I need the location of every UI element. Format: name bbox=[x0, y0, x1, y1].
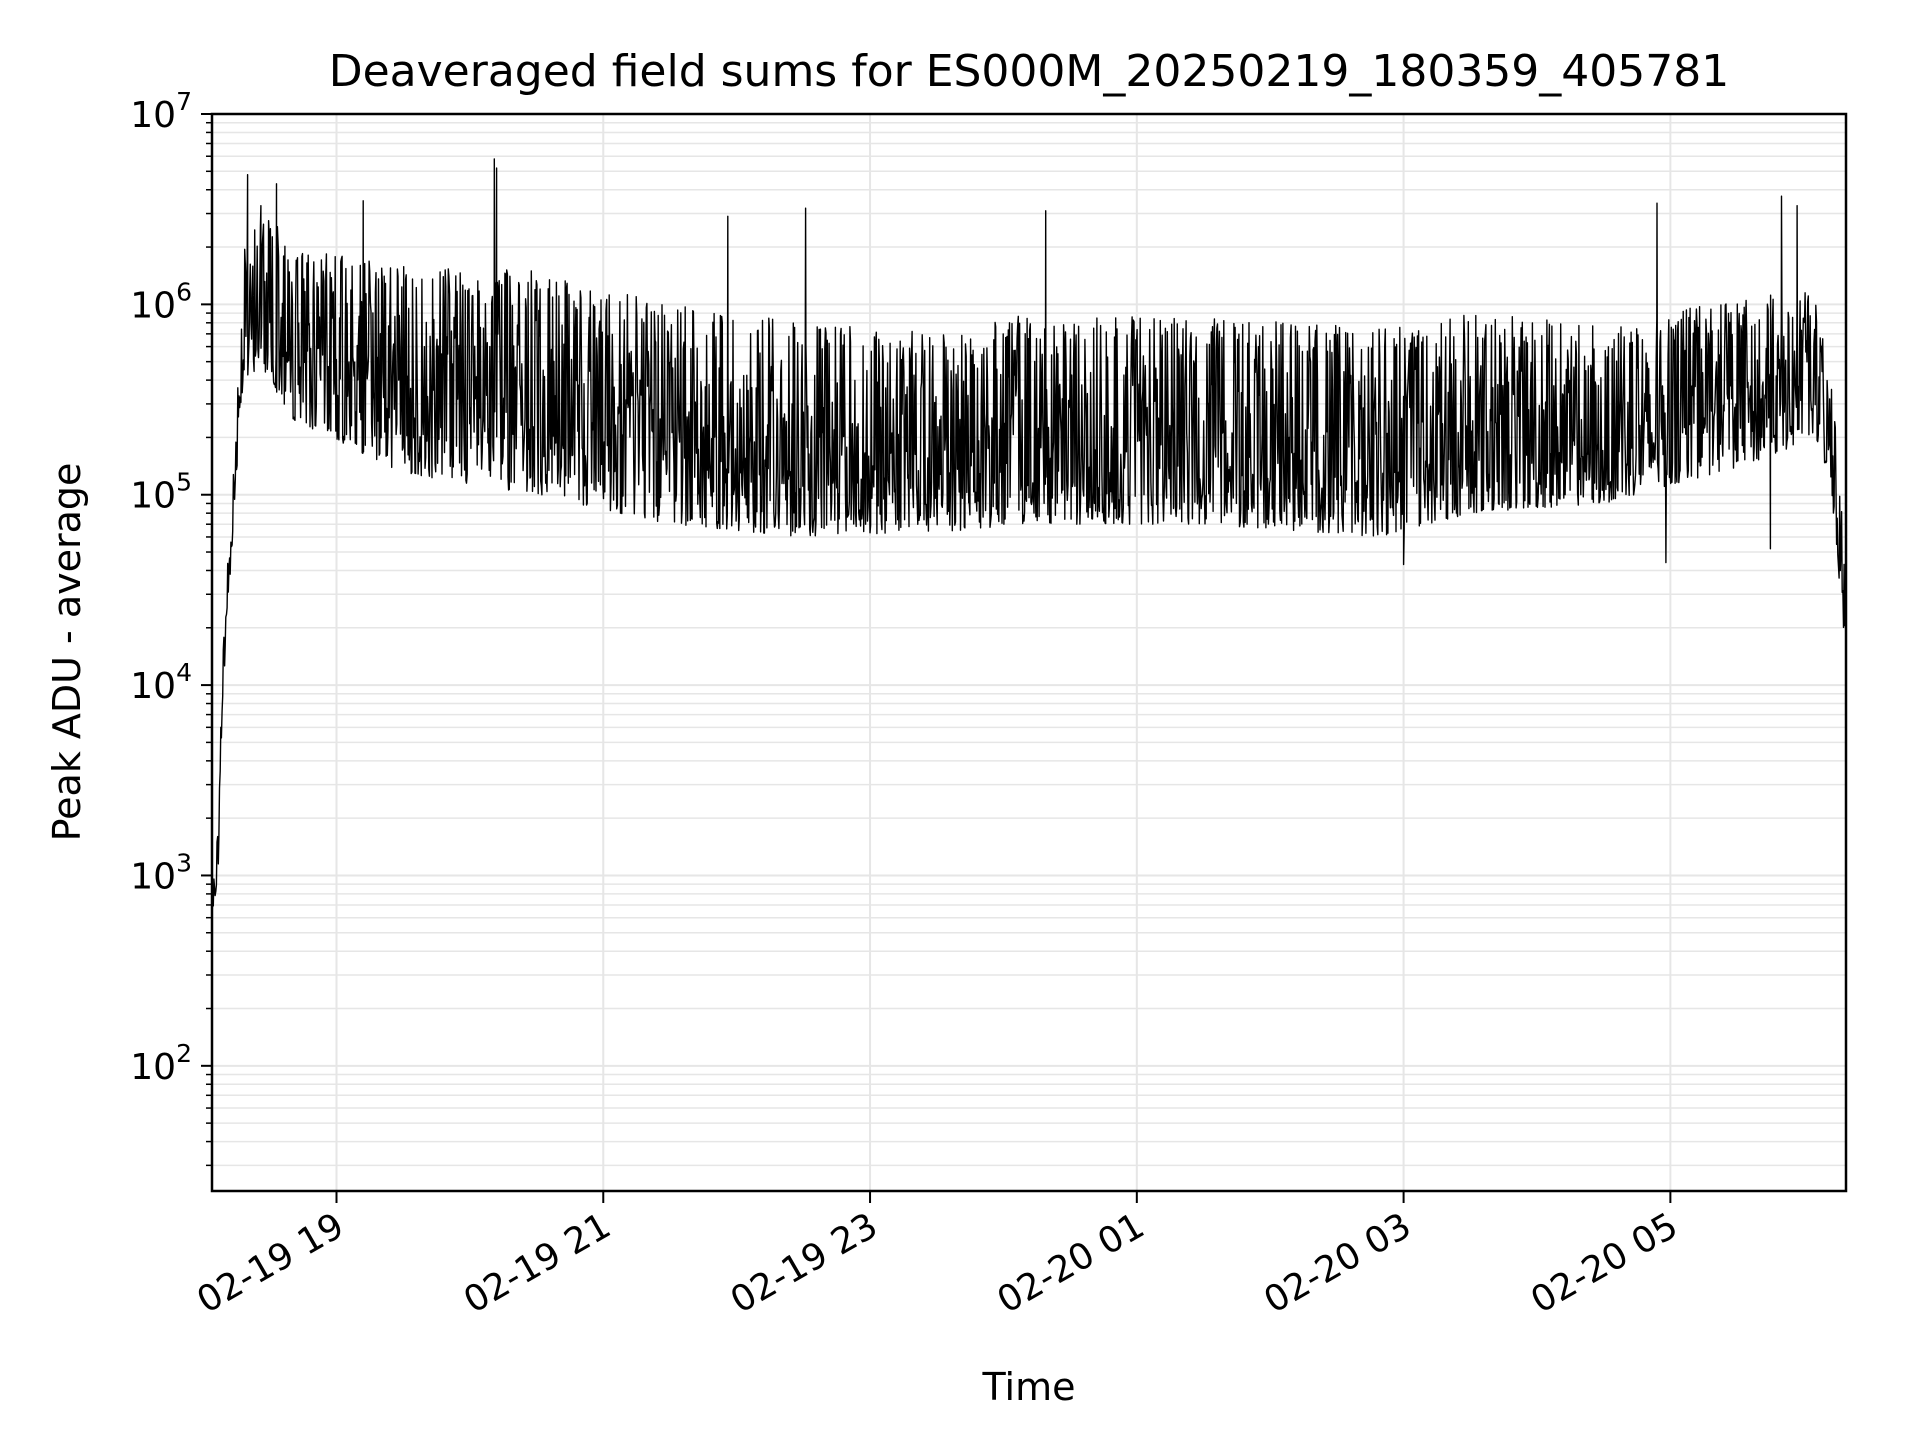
y-tick-label: 107 bbox=[130, 87, 192, 136]
x-axis-label: Time bbox=[982, 1365, 1076, 1409]
y-tick-label: 102 bbox=[130, 1039, 192, 1088]
data-series bbox=[211, 158, 1847, 929]
y-tick-label: 106 bbox=[130, 277, 192, 326]
y-axis: 102 103 104 105 106 107 bbox=[130, 87, 212, 1167]
chart-title: Deaveraged field sums for ES000M_2025021… bbox=[329, 46, 1730, 97]
y-tick-label: 103 bbox=[130, 848, 192, 897]
series-line bbox=[211, 158, 1847, 929]
grid bbox=[212, 113, 1846, 1191]
y-tick-label: 104 bbox=[130, 658, 192, 707]
y-axis-label: Peak ADU - average bbox=[45, 463, 89, 842]
y-tick-label: 105 bbox=[130, 468, 192, 517]
plot-frame bbox=[210, 112, 1848, 1193]
